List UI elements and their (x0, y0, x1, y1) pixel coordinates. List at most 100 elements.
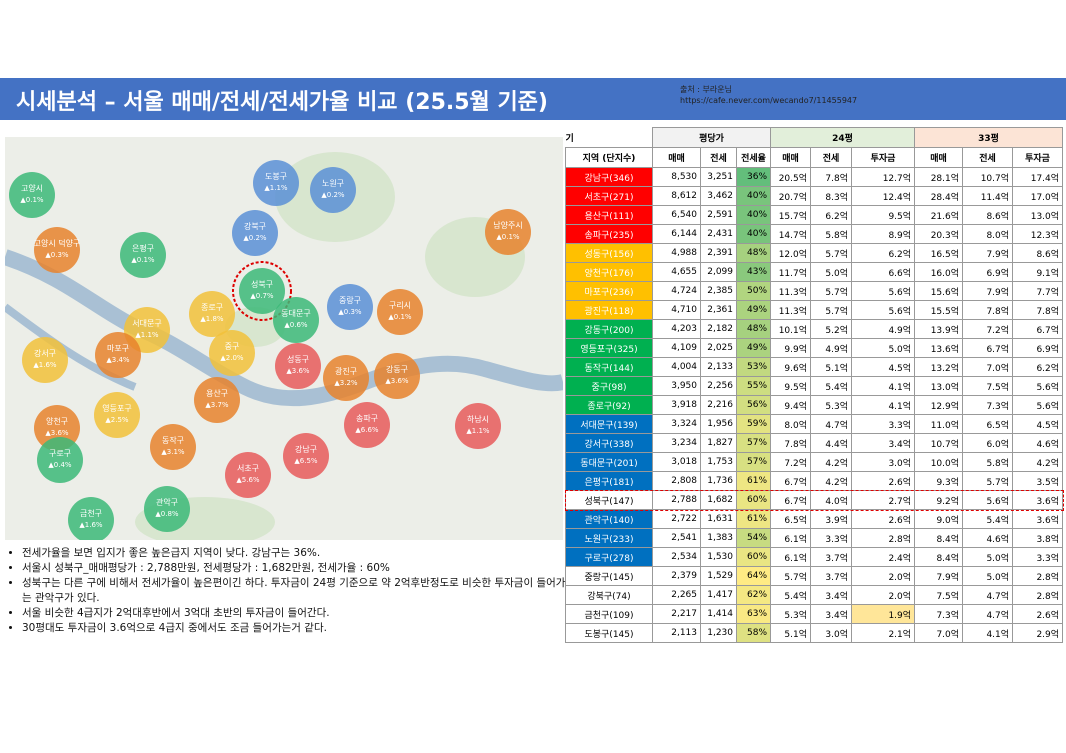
value-cell: 2,361 (700, 300, 737, 320)
value-cell: 3,324 (652, 414, 701, 434)
bubble-name: 동작구 (162, 435, 184, 445)
bubble-name: 관악구 (156, 497, 178, 507)
value-cell: 48% (735, 319, 772, 339)
value-cell: 2.6억 (851, 509, 916, 529)
value-cell: 2,808 (652, 471, 701, 491)
table-row: 금천구(109) 2,217 1,414 63% 5.3억 3.4억 1.9억 7.3억 4.7… (565, 604, 1064, 624)
value-cell: 5.0억 (851, 338, 916, 358)
bubble-name: 남양주시 (493, 221, 522, 230)
value-cell: 4.9억 (851, 319, 916, 339)
map-bubble (34, 227, 80, 273)
value-cell: 2,591 (700, 205, 737, 225)
map-bubble (225, 452, 271, 498)
group-header: 기 평당가 24평 33평 (566, 127, 1064, 148)
value-cell: 2,534 (652, 547, 701, 567)
value-cell: 6,540 (652, 205, 701, 225)
value-cell: 8.0억 (962, 224, 1014, 244)
note: 30평대도 투자금이 3.6억으로 4급지 중에서도 조금 들어가는거 같다. (22, 621, 567, 636)
highlight-ring (232, 261, 292, 321)
bubble-name: 강서구 (34, 348, 56, 358)
bubble-value: ▲6.5% (294, 457, 318, 465)
value-cell: 40% (735, 186, 772, 206)
value-cell: 8.4억 (914, 547, 964, 567)
value-cell: 6.2억 (1012, 357, 1064, 377)
value-cell: 2,099 (700, 262, 737, 282)
value-cell: 1,230 (700, 623, 737, 643)
table-row: 용산구(111) 6,540 2,591 40% 15.7억 6.2억 9.5억 21.6억 8… (565, 205, 1064, 225)
value-cell: 8.6억 (1012, 243, 1064, 263)
value-cell: 9.9억 (770, 338, 812, 358)
value-cell: 7.5억 (962, 376, 1014, 396)
region-cell: 송파구(235) (565, 224, 653, 244)
value-cell: 1,827 (700, 433, 737, 453)
value-cell: 4.1억 (962, 623, 1014, 643)
value-cell: 7.7억 (1012, 281, 1064, 301)
table-row: 강북구(74) 2,265 1,417 62% 5.4억 3.4억 2.0억 7.5억 4.7억… (565, 585, 1064, 605)
map-bubble (344, 402, 390, 448)
value-cell: 15.6억 (914, 281, 964, 301)
value-cell: 20.5억 (770, 167, 812, 187)
value-cell: 6.9억 (1012, 338, 1064, 358)
value-cell: 7.3억 (962, 395, 1014, 415)
value-cell: 2,113 (652, 623, 701, 643)
map-bubble (485, 209, 531, 255)
map-bubble (273, 297, 319, 343)
value-cell: 50% (735, 281, 772, 301)
value-cell: 4.2억 (810, 471, 853, 491)
value-cell: 28.4억 (914, 186, 964, 206)
value-cell: 6.6억 (851, 262, 916, 282)
value-cell: 36% (735, 167, 772, 187)
column-cell: 투자금 (851, 147, 916, 168)
region-cell: 중랑구(145) (565, 566, 653, 586)
bubble-value: ▲3.2% (334, 379, 358, 387)
table-row: 은평구(181) 2,808 1,736 61% 6.7억 4.2억 2.6억 9.3억 5.7… (565, 471, 1064, 491)
bubble-value: ▲0.2% (321, 191, 345, 199)
value-cell: 6.2억 (851, 243, 916, 263)
bubble-name: 도봉구 (265, 172, 287, 181)
value-cell: 5.1억 (810, 357, 853, 377)
value-cell: 2,379 (652, 566, 701, 586)
map-bubble (283, 433, 329, 479)
region-cell: 성동구(156) (565, 243, 653, 263)
value-cell: 11.3억 (770, 300, 812, 320)
value-cell: 4.4억 (810, 433, 853, 453)
value-cell: 6.7억 (770, 471, 812, 491)
map-bubble (22, 337, 68, 383)
value-cell: 15.7억 (770, 205, 812, 225)
group-cell: 평당가 (651, 127, 772, 148)
bubble-name: 서대문구 (132, 319, 161, 328)
value-cell: 6.5억 (962, 414, 1014, 434)
value-cell: 4.5억 (1012, 414, 1064, 434)
value-cell: 9.4억 (770, 395, 812, 415)
value-cell: 9.5억 (770, 376, 812, 396)
value-cell: 2,217 (652, 604, 701, 624)
title: 시세분석 – 서울 매매/전세/전세가율 비교 (25.5월 기준) (16, 90, 548, 115)
value-cell: 8,612 (652, 186, 701, 206)
value-cell: 9.2억 (914, 490, 964, 510)
value-cell: 5.7억 (810, 281, 853, 301)
value-cell: 3.3억 (851, 414, 916, 434)
value-cell: 4.5억 (851, 357, 916, 377)
region-cell: 종로구(92) (565, 395, 653, 415)
value-cell: 4,710 (652, 300, 701, 320)
region-cell: 영등포구(325) (565, 338, 653, 358)
value-cell: 9.6억 (770, 357, 812, 377)
value-cell: 4.7억 (962, 585, 1014, 605)
bubble-name: 강동구 (386, 364, 408, 374)
value-cell: 2,541 (652, 528, 701, 548)
value-cell: 3,234 (652, 433, 701, 453)
region-cell: 광진구(118) (565, 300, 653, 320)
region-cell: 용산구(111) (565, 205, 653, 225)
value-cell: 2.0억 (851, 585, 916, 605)
value-cell: 8.4억 (914, 528, 964, 548)
map-bubble (310, 167, 356, 213)
map-bubble (144, 486, 190, 532)
bubble-name: 구로구 (49, 449, 71, 458)
region-cell: 서대문구(139) (565, 414, 653, 434)
value-cell: 2,391 (700, 243, 737, 263)
value-cell: 13.0억 (914, 376, 964, 396)
value-cell: 20.7억 (770, 186, 812, 206)
value-cell: 3.6억 (1012, 490, 1064, 510)
value-cell: 5.7억 (962, 471, 1014, 491)
table-row: 성북구(147) 2,788 1,682 60% 6.7억 4.0억 2.7억 9.2억 5.6… (564, 489, 1064, 511)
